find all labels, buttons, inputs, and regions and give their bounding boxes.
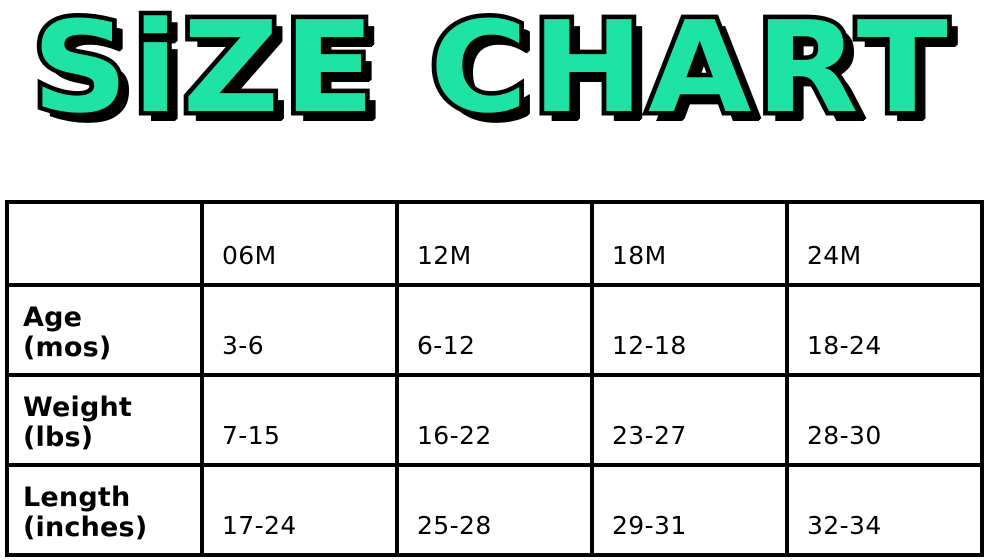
data-cell: 18-24: [785, 283, 984, 377]
table-corner-cell: [5, 200, 204, 287]
row-header-line-1: Length: [23, 482, 131, 513]
data-cell: 16-22: [395, 373, 594, 467]
cell-value: 23-27: [612, 421, 687, 450]
cell-value: 3-6: [222, 331, 265, 360]
cell-value: 6-12: [417, 331, 476, 360]
row-header-label: Age (mos): [9, 303, 200, 373]
row-header-label: Weight (lbs): [9, 393, 200, 463]
column-header-label: 06M: [222, 241, 277, 270]
column-header-label: 12M: [417, 241, 472, 270]
table-row: Age (mos) 3-6 6-12 12-18 18-24: [5, 283, 984, 377]
table-row: Length (inches) 17-24 25-28 29-31 32-34: [5, 463, 984, 557]
data-cell: 12-18: [590, 283, 789, 377]
cell-value: 16-22: [417, 421, 492, 450]
data-cell: 23-27: [590, 373, 789, 467]
cell-value: 29-31: [612, 511, 687, 540]
column-header-label: 18M: [612, 241, 667, 270]
row-header-label: Length (inches): [9, 483, 200, 553]
data-cell: 7-15: [200, 373, 399, 467]
title-block: SiZE CHART: [0, 0, 984, 150]
column-header-cell-0: 06M: [200, 200, 399, 287]
row-header-line-1: Age: [23, 302, 83, 333]
cell-value: 28-30: [807, 421, 882, 450]
data-cell: 3-6: [200, 283, 399, 377]
column-header-cell-3: 24M: [785, 200, 984, 287]
data-cell: 6-12: [395, 283, 594, 377]
cell-value: 32-34: [807, 511, 882, 540]
column-header-cell-1: 12M: [395, 200, 594, 287]
row-header-cell-age: Age (mos): [5, 283, 204, 377]
cell-value: 17-24: [222, 511, 297, 540]
size-chart-table: 06M 12M 18M 24M Age (mos): [5, 200, 984, 557]
data-cell: 17-24: [200, 463, 399, 557]
cell-value: 18-24: [807, 331, 882, 360]
row-header-cell-length: Length (inches): [5, 463, 204, 557]
page-title: SiZE CHART: [27, 0, 953, 141]
row-header-line-2: (mos): [23, 332, 112, 363]
column-header-cell-2: 18M: [590, 200, 789, 287]
column-header-label: 24M: [807, 241, 862, 270]
data-cell: 28-30: [785, 373, 984, 467]
row-header-line-2: (inches): [23, 512, 148, 543]
table-row: Weight (lbs) 7-15 16-22 23-27 28-30: [5, 373, 984, 467]
row-header-cell-weight: Weight (lbs): [5, 373, 204, 467]
data-cell: 25-28: [395, 463, 594, 557]
cell-value: 12-18: [612, 331, 687, 360]
cell-value: 25-28: [417, 511, 492, 540]
row-header-line-1: Weight: [23, 392, 133, 423]
data-cell: 29-31: [590, 463, 789, 557]
table-header-row: 06M 12M 18M 24M: [5, 200, 984, 287]
row-header-line-2: (lbs): [23, 422, 94, 453]
cell-value: 7-15: [222, 421, 281, 450]
data-cell: 32-34: [785, 463, 984, 557]
